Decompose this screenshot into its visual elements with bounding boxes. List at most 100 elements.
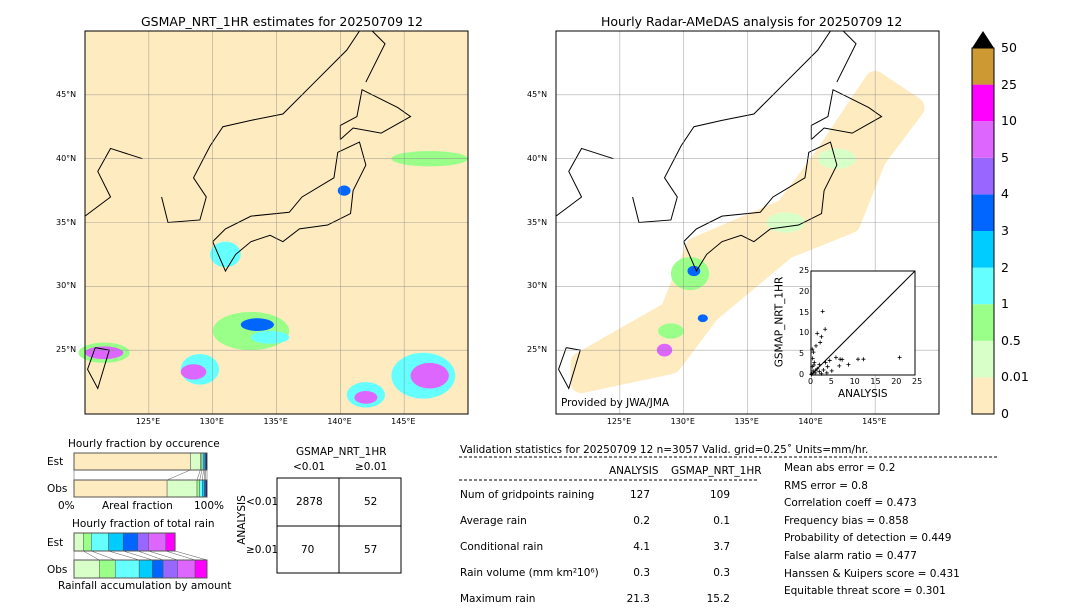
cont-row2: ≥0.01: [246, 544, 279, 556]
colorbar-label: 25: [1001, 76, 1017, 92]
right-map-lat-tick: 45°N: [527, 89, 548, 99]
left-map-lon-tick: 125°E: [135, 417, 161, 426]
scatter-x-tick: 10: [849, 377, 860, 386]
validation-row-a: 0.3: [633, 567, 650, 579]
right-map-lat-tick: 30°N: [527, 281, 548, 291]
validation-score: Mean abs error = 0.2: [784, 462, 896, 474]
col-analysis: ANALYSIS: [609, 465, 659, 477]
rain-est-segment-frame: [73, 532, 176, 552]
validation-row-label: Conditional rain: [460, 541, 544, 553]
scatter-y-tick: 5: [799, 349, 805, 359]
validation-row-label: Rain volume (mm km²10⁶): [460, 567, 599, 579]
left-map-rain-area: [212, 311, 290, 351]
scatter-y-tick: 15: [799, 307, 810, 317]
validation-row-a: 21.3: [626, 593, 650, 605]
scatter-point: [811, 350, 816, 355]
validation-row-g: 109: [709, 489, 730, 501]
rain-est-segment: [122, 532, 139, 552]
left-map-rain-area: [337, 185, 351, 196]
scatter-x-tick: 25: [912, 377, 923, 386]
cont-cell-4: 57: [364, 544, 378, 556]
colorbar-label: 0: [1001, 406, 1009, 421]
scatter-point: [897, 355, 902, 360]
occ-obs-label: Obs: [47, 483, 68, 495]
right-map-lon-tick: 125°E: [606, 417, 632, 426]
occ-est-label: Est: [47, 456, 64, 468]
validation-row-a: 0.2: [633, 515, 650, 527]
colorbar-label: 2: [1001, 259, 1009, 275]
occ-connector: [199, 469, 203, 481]
scatter-point: [824, 370, 829, 375]
rain-est-segment: [165, 532, 176, 552]
rain-est-label: Est: [47, 537, 64, 549]
right-map-lon-tick: 130°E: [670, 417, 695, 426]
colorbar-segment: [972, 231, 994, 268]
validation-row-g: 0.3: [713, 567, 730, 579]
right-map-lon-tick: 145°E: [862, 417, 887, 426]
scatter-point: [846, 362, 851, 367]
rain-est-segment: [108, 532, 124, 552]
validation-row-g: 15.2: [706, 593, 730, 605]
right-map-title: Hourly Radar-AMeDAS analysis for 2025070…: [601, 14, 903, 29]
scatter-y-tick: 25: [799, 266, 810, 275]
occ-obs-segment-frame: [73, 479, 208, 498]
scatter-point: [810, 347, 815, 352]
scatter-point: [820, 309, 825, 314]
scatter-x-tick: 5: [828, 377, 834, 386]
scatter-point: [812, 360, 817, 365]
scatter-y-tick: 20: [799, 286, 810, 296]
colorbar-frame: [971, 47, 995, 415]
colorbar-segment: [972, 157, 994, 195]
colorbar-label: 10: [1001, 113, 1017, 129]
right-map-rain-area: [687, 265, 701, 277]
rain-connector: [175, 550, 208, 561]
scatter-point: [829, 368, 834, 373]
rain-connector: [91, 550, 116, 561]
cont-title: GSMAP_NRT_1HR: [296, 446, 387, 458]
scatter-point: [837, 363, 842, 368]
validation-row-label: Average rain: [460, 515, 527, 527]
scatter-point: [817, 369, 822, 374]
right-map-coastline: [810, 88, 883, 140]
left-map-coastline: [84, 147, 143, 217]
left-map-title: GSMAP_NRT_1HR estimates for 20250709 12: [141, 14, 423, 29]
right-map-coastline: [558, 347, 581, 390]
right-map-frame: [555, 30, 940, 415]
validation-score: Equitable threat score = 0.301: [784, 585, 946, 598]
left-map-coastline: [87, 347, 110, 390]
right-map-coastline: [683, 141, 838, 273]
colorbar-segment: [972, 267, 994, 305]
validation-row-a: 127: [629, 489, 650, 501]
validation-score: Probability of detection = 0.449: [784, 532, 952, 545]
occ-obs-segment: [199, 479, 203, 498]
occ-est-segment-frame: [73, 452, 208, 471]
scatter-point: [815, 366, 820, 371]
validation-header: Validation statistics for 20250709 12 n=…: [460, 444, 869, 456]
rain-connector: [148, 550, 178, 561]
right-map-lon-tick: 140°E: [798, 417, 823, 426]
occ-xlabel: Areal fraction: [102, 500, 173, 512]
left-map-rain-area: [354, 391, 378, 404]
colorbar-extend-triangle: [972, 31, 994, 48]
total-rain-title: Hourly fraction of total rain: [72, 518, 215, 530]
rain-connector: [108, 550, 140, 561]
left-map-lat-tick: 25°N: [56, 345, 77, 355]
scatter-point: [819, 334, 824, 339]
rain-obs-segment: [114, 559, 140, 579]
scatter-point: [823, 360, 828, 365]
cont-col2: ≥0.01: [355, 461, 388, 473]
right-map-rain-area: [697, 314, 708, 323]
scatter-point: [833, 355, 838, 360]
rain-xlabel: Rainfall accumulation by amount: [58, 580, 232, 592]
cont-cell-2: 52: [364, 496, 378, 508]
scatter-point: [809, 372, 814, 377]
left-map-rain-area: [180, 364, 207, 380]
scatter-point: [823, 327, 828, 332]
rain-obs-segment: [73, 559, 100, 579]
validation-score: Correlation coeff = 0.473: [784, 497, 917, 510]
scatter-point: [861, 357, 866, 362]
scatter-point: [811, 363, 816, 368]
scatter-point: [856, 357, 861, 362]
